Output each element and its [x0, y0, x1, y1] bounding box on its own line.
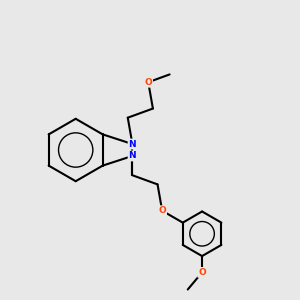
- Text: O: O: [158, 206, 166, 215]
- Text: O: O: [198, 268, 206, 277]
- Text: O: O: [144, 78, 152, 87]
- Text: N: N: [129, 152, 136, 160]
- Text: N: N: [129, 140, 136, 148]
